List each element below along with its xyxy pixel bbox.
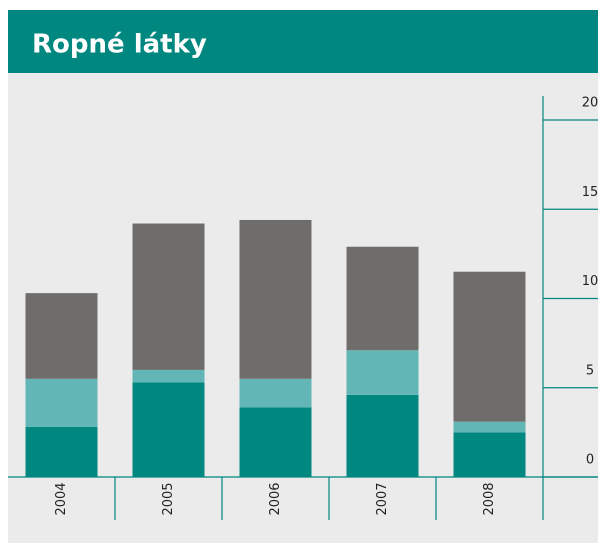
header xyxy=(8,10,598,73)
y-tick-label: 5 xyxy=(586,363,594,378)
bar-segment xyxy=(239,378,312,408)
chart-title: Ropné látky xyxy=(32,30,207,60)
bar-segment xyxy=(346,350,419,395)
bar-segment xyxy=(239,219,312,379)
y-tick-label: 20 xyxy=(582,96,599,111)
bar-segment xyxy=(25,427,98,477)
bar-segment xyxy=(453,271,526,422)
x-tick-label: 2006 xyxy=(268,482,283,515)
y-tick-label: 10 xyxy=(582,274,599,289)
y-tick-label: 15 xyxy=(582,185,599,200)
x-tick-label: 2005 xyxy=(161,482,176,515)
x-tick-label: 2004 xyxy=(54,482,69,515)
bar-segment xyxy=(132,223,205,370)
bar-segment xyxy=(346,394,419,477)
bar-segment xyxy=(239,407,312,477)
bar-segment xyxy=(453,421,526,433)
bar-segment xyxy=(132,369,205,383)
bar-segment xyxy=(346,246,419,351)
bar-segment xyxy=(25,293,98,379)
x-tick-label: 2008 xyxy=(482,482,497,515)
y-tick-label: 0 xyxy=(586,453,594,468)
bar-segment xyxy=(25,378,98,428)
bar-segment xyxy=(453,432,526,477)
x-tick-label: 2007 xyxy=(375,482,390,515)
bar-segment xyxy=(132,382,205,477)
